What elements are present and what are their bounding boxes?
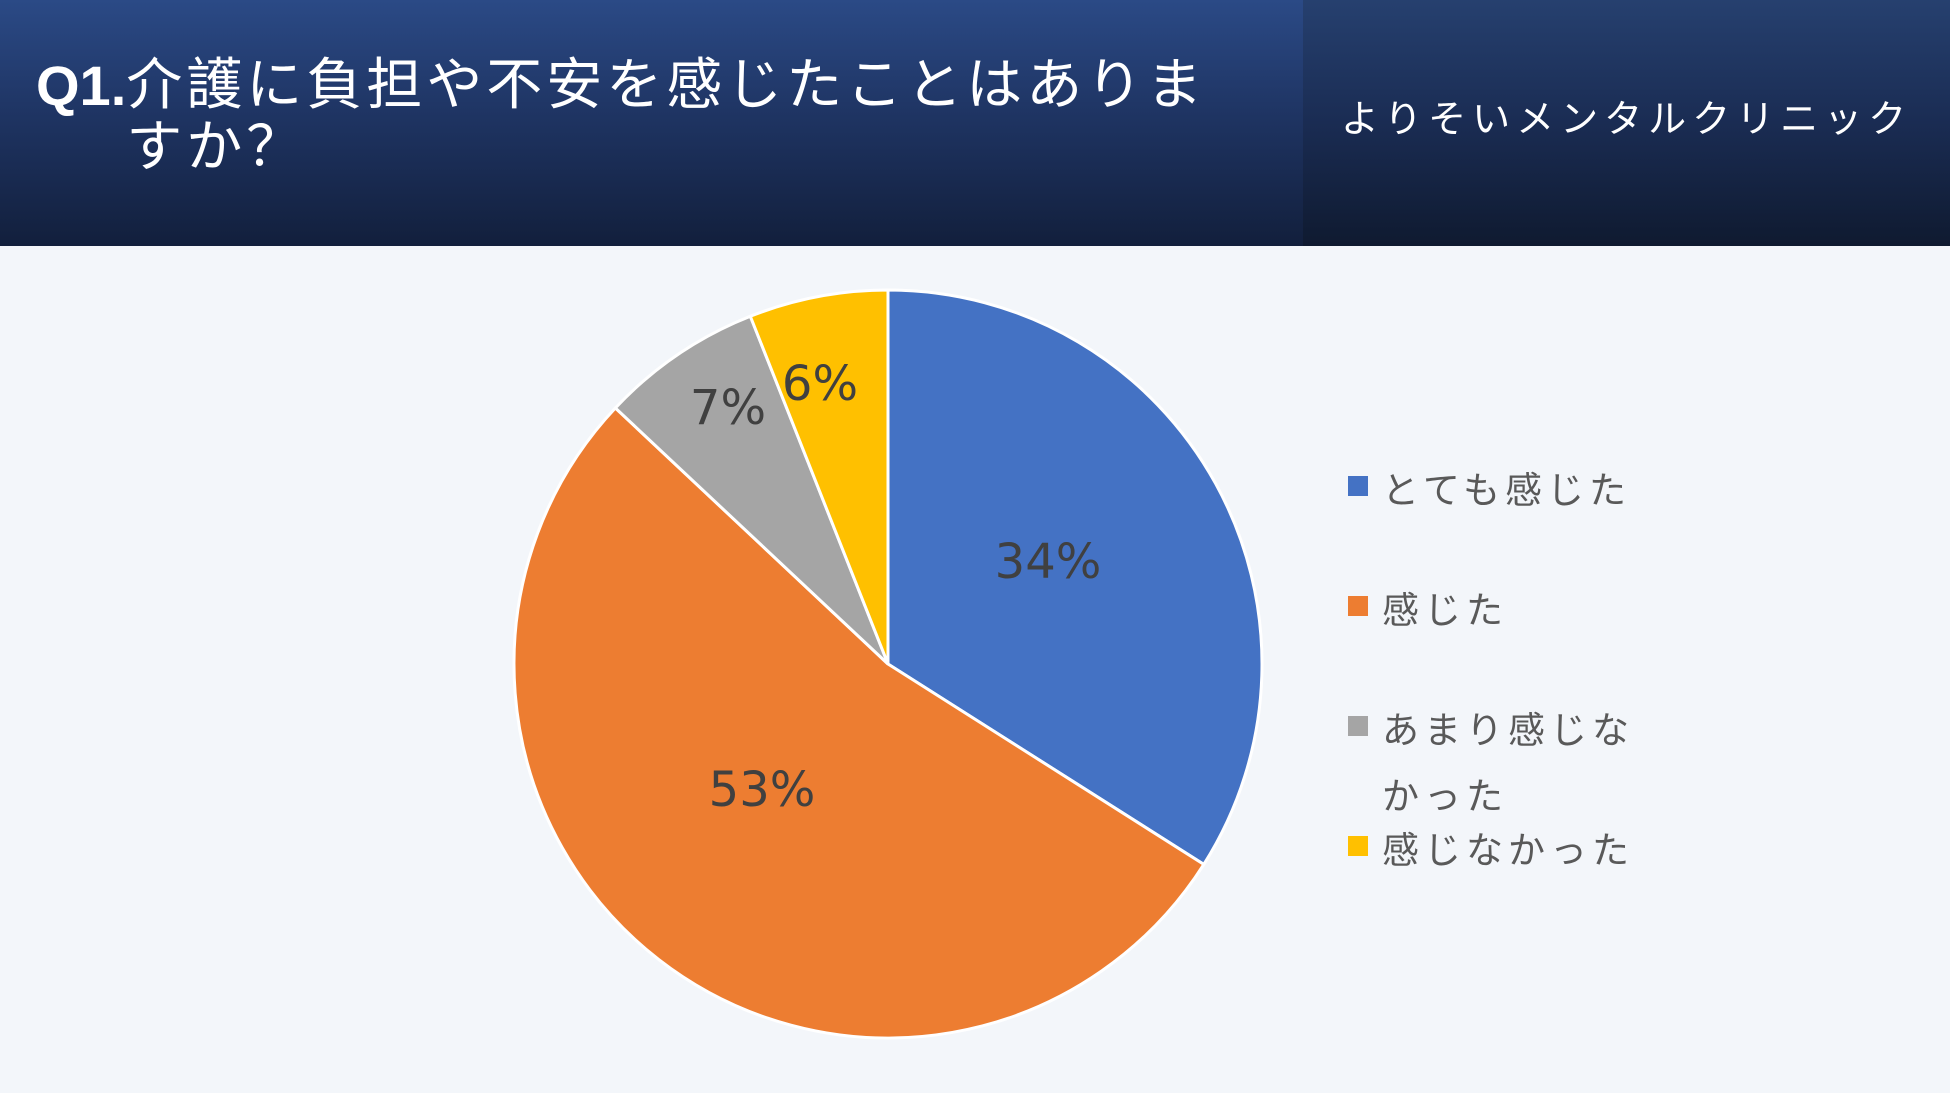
pie-data-label: 6% [782,356,858,412]
legend-item-felt: 感じた [1348,578,1642,644]
legend-label: とても感じた [1382,469,1632,512]
legend-item-not-felt: 感じなかった [1348,818,1642,884]
legend-swatch [1348,716,1368,736]
legend-label: 感じなかった [1382,829,1634,872]
legend-item-very-felt: とても感じた [1348,458,1642,524]
question-text: 介護に負担や不安を感じたことはありますか？ [126,53,1207,180]
legend-swatch [1348,596,1368,616]
pie-data-label: 34% [995,534,1102,590]
question-number: Q1. [36,54,127,117]
pie-data-label: 53% [709,762,816,818]
legend-label: あまり感じなかった [1382,709,1634,818]
pie-slice-not-felt [748,288,890,665]
legend-swatch [1348,836,1368,856]
pie-slice-not-much [613,314,890,666]
header-brand-panel [1303,0,1950,246]
legend-swatch [1348,476,1368,496]
pie-slice-very-felt [886,288,1264,867]
pie-data-label: 7% [690,380,766,436]
legend-item-not-much: あまり感じなかった [1348,698,1642,830]
pie-slice-felt [512,405,1206,1040]
question-title: Q1. 介護に負担や不安を感じたことはありますか？ [36,55,1216,179]
legend-label: 感じた [1382,589,1508,632]
clinic-name: よりそいメンタルクリニック [1340,97,1913,141]
